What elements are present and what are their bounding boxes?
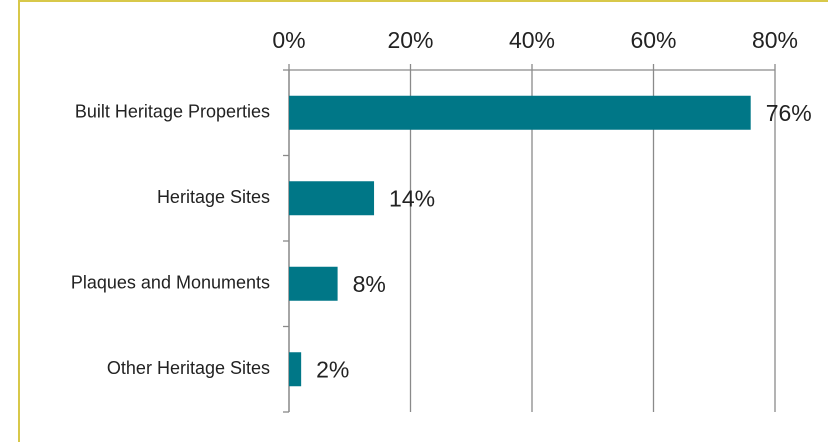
x-tick-label: 0%	[272, 27, 305, 53]
x-tick-label: 60%	[630, 27, 676, 53]
value-label: 2%	[316, 356, 349, 382]
bar	[289, 95, 751, 130]
x-tick-label: 80%	[752, 27, 798, 53]
bar	[289, 266, 338, 301]
value-label: 76%	[766, 100, 812, 126]
y-tick-label: Plaques and Monuments	[71, 273, 270, 293]
value-label: 14%	[389, 185, 435, 211]
y-tick-label: Built Heritage Properties	[75, 102, 270, 122]
x-tick-label: 40%	[509, 27, 555, 53]
y-tick-label: Other Heritage Sites	[107, 358, 270, 378]
x-tick-label: 20%	[387, 27, 433, 53]
y-tick-label: Heritage Sites	[157, 187, 270, 207]
bar	[289, 352, 302, 387]
value-label: 8%	[353, 271, 386, 297]
bar	[289, 181, 375, 216]
